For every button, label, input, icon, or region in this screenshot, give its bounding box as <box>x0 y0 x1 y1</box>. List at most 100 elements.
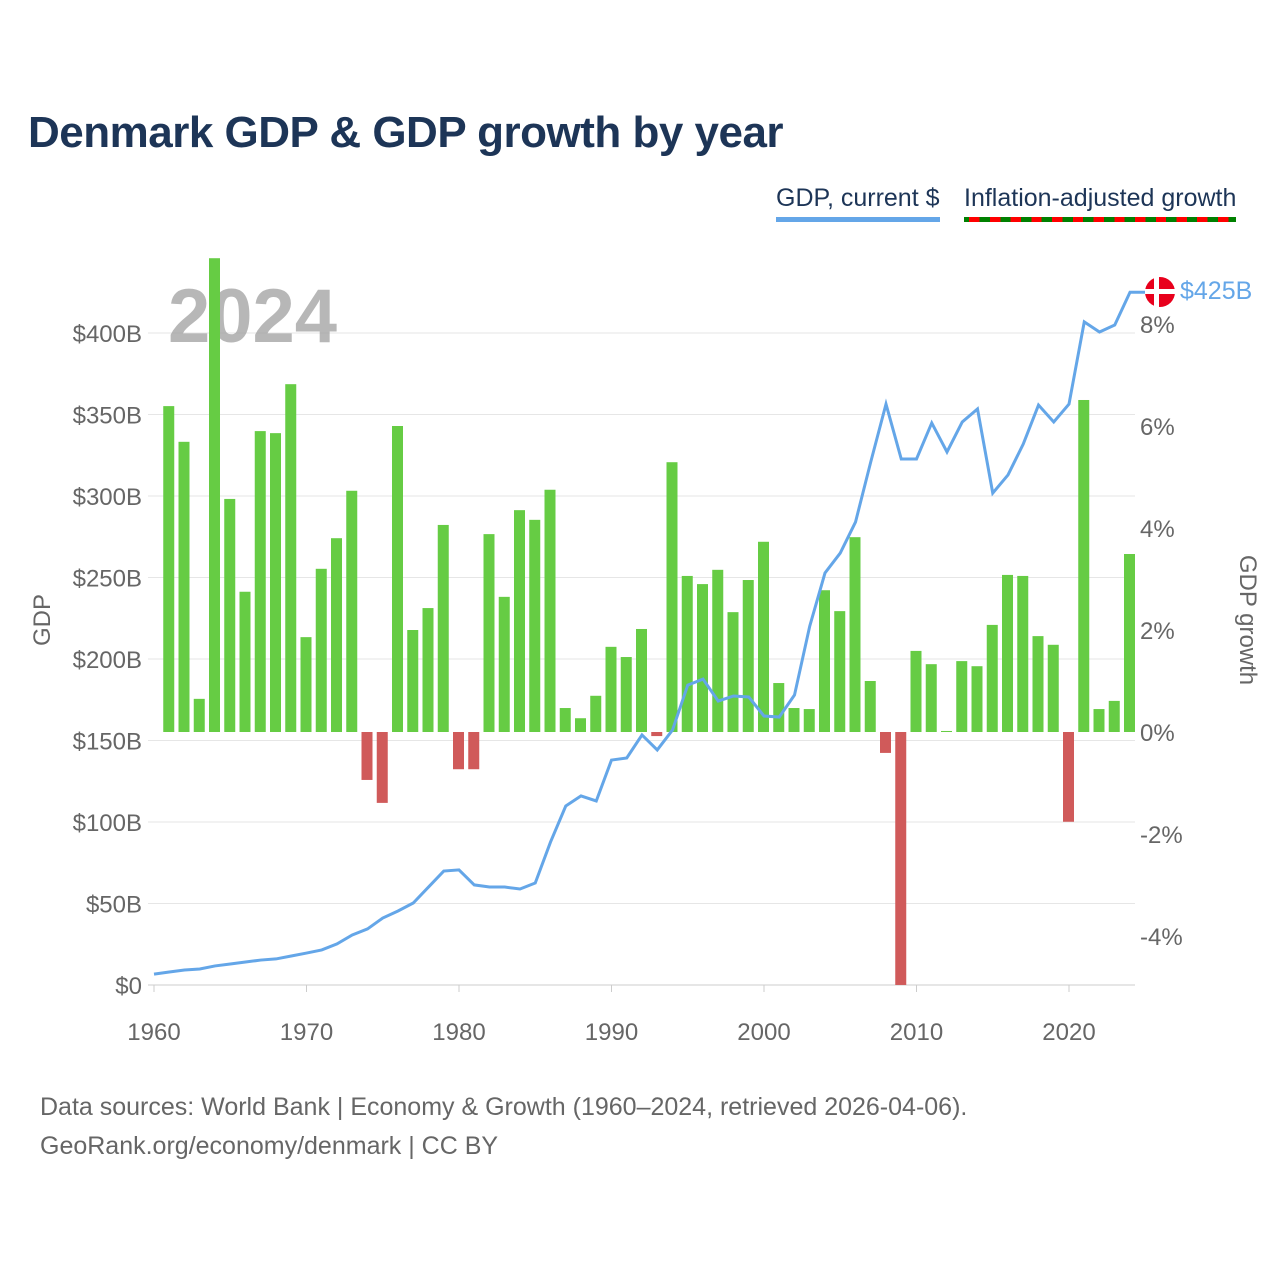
y2-tick-label: 0% <box>1140 720 1175 747</box>
growth-bar-2000[interactable] <box>758 541 769 732</box>
x-tick-label: 1990 <box>585 1019 638 1046</box>
growth-bar-1982[interactable] <box>483 534 495 732</box>
growth-bar-2009[interactable] <box>895 732 907 985</box>
growth-bar-1985[interactable] <box>529 519 541 732</box>
growth-bar-1990[interactable] <box>605 646 617 732</box>
x-tick-label: 2000 <box>737 1019 790 1046</box>
legend-gdp[interactable]: GDP, current $ <box>776 184 940 222</box>
growth-bar-1972[interactable] <box>331 538 342 732</box>
y-tick-label: $250B <box>73 566 142 593</box>
growth-bar-1974[interactable] <box>361 732 373 780</box>
year-watermark: 2024 <box>168 274 337 359</box>
growth-bar-1969[interactable] <box>285 384 297 732</box>
growth-bar-2020[interactable] <box>1063 732 1074 822</box>
chart-title: Denmark GDP & GDP growth by year <box>28 108 784 157</box>
growth-bar-1979[interactable] <box>437 524 449 732</box>
growth-bar-1975[interactable] <box>376 732 388 803</box>
growth-bar-2010[interactable] <box>910 650 922 732</box>
y2-tick-label: 6% <box>1140 414 1175 441</box>
growth-bar-1996[interactable] <box>697 584 708 732</box>
growth-bar-1987[interactable] <box>559 708 571 732</box>
y2-axis-label: GDP growth <box>1234 555 1261 685</box>
growth-bar-2011[interactable] <box>925 664 937 732</box>
growth-bar-2006[interactable] <box>849 537 861 732</box>
growth-bar-2018[interactable] <box>1032 636 1044 732</box>
growth-bar-1965[interactable] <box>224 498 236 732</box>
growth-bar-1976[interactable] <box>392 426 403 732</box>
growth-bar-2023[interactable] <box>1108 700 1120 732</box>
y-tick-label: $0 <box>115 973 142 1000</box>
growth-bar-1986[interactable] <box>544 489 556 732</box>
growth-bar-1977[interactable] <box>407 630 419 732</box>
gdp-line <box>153 290 1145 976</box>
growth-bar-1980[interactable] <box>453 732 464 770</box>
y2-tick-label: 4% <box>1140 516 1175 543</box>
growth-bar-2016[interactable] <box>1002 574 1013 732</box>
growth-bar-1968[interactable] <box>270 433 281 732</box>
growth-bar-1998[interactable] <box>727 612 739 732</box>
growth-bar-2019[interactable] <box>1047 644 1059 732</box>
growth-bar-1962[interactable] <box>178 441 190 732</box>
y2-tick-label: -2% <box>1140 822 1183 849</box>
growth-bar-2015[interactable] <box>986 624 998 732</box>
growth-bar-1995[interactable] <box>681 575 693 732</box>
growth-bar-2005[interactable] <box>834 611 846 732</box>
growth-bar-1978[interactable] <box>422 608 434 732</box>
growth-bar-1989[interactable] <box>590 695 602 732</box>
growth-bar-1988[interactable] <box>575 718 586 732</box>
growth-bar-2003[interactable] <box>803 709 815 732</box>
growth-bar-1991[interactable] <box>620 657 632 732</box>
y-tick-label: $150B <box>73 729 142 756</box>
y2-tick-label: -4% <box>1140 924 1183 951</box>
growth-bar-1963[interactable] <box>193 698 205 732</box>
growth-bar-1971[interactable] <box>315 568 327 732</box>
growth-bar-1992[interactable] <box>636 628 647 732</box>
x-tick-label: 1960 <box>127 1019 180 1046</box>
growth-bar-2017[interactable] <box>1017 575 1029 732</box>
growth-bar-1966[interactable] <box>239 591 251 732</box>
x-tick-label: 1980 <box>432 1019 485 1046</box>
end-value-label: $425B <box>1180 277 1252 305</box>
growth-bar-2014[interactable] <box>971 666 983 732</box>
y-tick-label: $300B <box>73 484 142 511</box>
growth-bar-2007[interactable] <box>864 681 876 732</box>
x-tick-label: 2020 <box>1042 1019 1095 1046</box>
y-tick-label: $50B <box>86 892 142 919</box>
footer: Data sources: World Bank | Economy & Gro… <box>40 1088 967 1166</box>
growth-bar-1973[interactable] <box>346 490 358 732</box>
growth-bar-1964[interactable] <box>209 258 220 732</box>
x-tick-label: 1970 <box>280 1019 333 1046</box>
legend-growth[interactable]: Inflation-adjusted growth <box>964 184 1237 222</box>
growth-bar-2024[interactable] <box>1124 554 1135 732</box>
growth-bar-2008[interactable] <box>880 732 891 753</box>
growth-bar-2002[interactable] <box>788 708 800 732</box>
growth-bar-1981[interactable] <box>468 732 480 770</box>
growth-bar-2021[interactable] <box>1078 399 1090 732</box>
y2-tick-label: 2% <box>1140 618 1175 645</box>
growth-bar-1961[interactable] <box>163 406 175 732</box>
growth-bar-2012[interactable] <box>941 730 952 732</box>
growth-bar-1993[interactable] <box>651 732 663 737</box>
growth-bar-1997[interactable] <box>712 569 724 732</box>
denmark-flag-icon <box>1145 277 1175 307</box>
growth-bar-2004[interactable] <box>819 590 830 732</box>
y-tick-label: $100B <box>73 810 142 837</box>
y-tick-label: $400B <box>73 321 142 348</box>
growth-bar-1970[interactable] <box>300 637 312 732</box>
footer-sources: Data sources: World Bank | Economy & Gro… <box>40 1093 968 1121</box>
growth-bar-2001[interactable] <box>773 683 785 732</box>
y-tick-label: $350B <box>73 403 142 430</box>
y-tick-label: $200B <box>73 647 142 674</box>
growth-bar-1967[interactable] <box>254 431 266 732</box>
x-tick-label: 2010 <box>890 1019 943 1046</box>
growth-bar-1999[interactable] <box>742 580 754 732</box>
growth-bar-2022[interactable] <box>1093 709 1105 732</box>
growth-bar-1994[interactable] <box>666 462 678 732</box>
y2-tick-label: 8% <box>1140 312 1175 339</box>
growth-bar-1983[interactable] <box>498 596 510 732</box>
growth-bar-2013[interactable] <box>956 661 968 732</box>
y-axis-label: GDP <box>29 594 56 646</box>
footer-link[interactable]: GeoRank.org/economy/denmark | CC BY <box>40 1132 499 1160</box>
growth-bar-1984[interactable] <box>514 510 525 732</box>
